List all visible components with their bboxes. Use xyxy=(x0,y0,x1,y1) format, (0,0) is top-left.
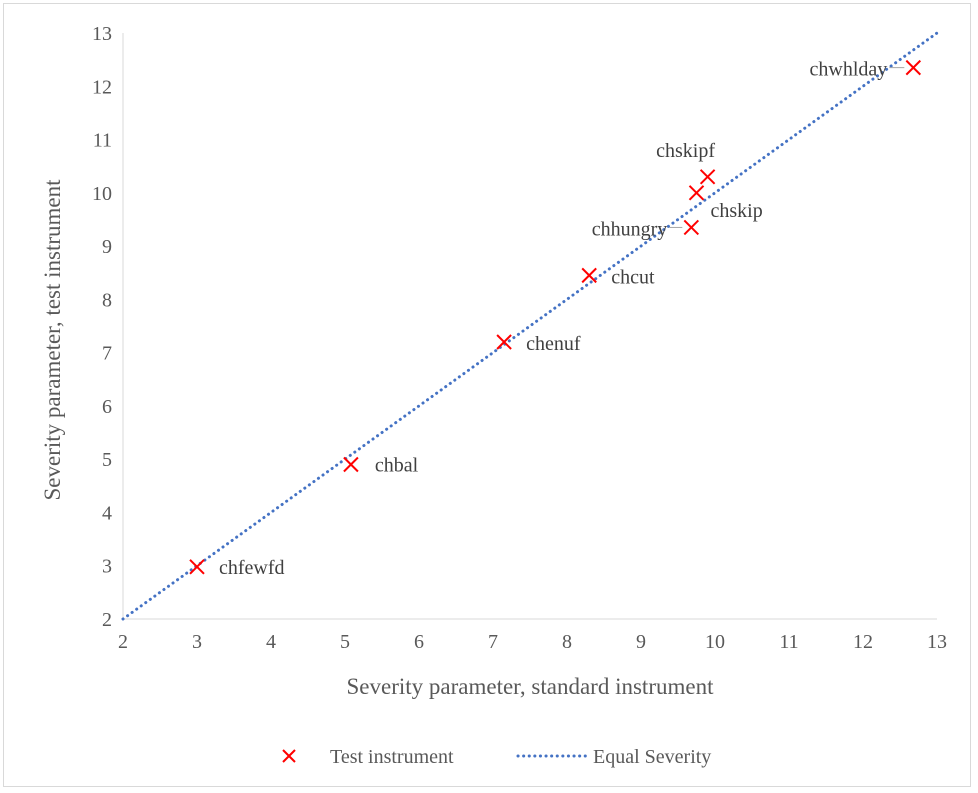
y-tick-label: 8 xyxy=(102,289,112,311)
point-label: chcut xyxy=(611,266,655,288)
x-tick-label: 3 xyxy=(192,631,202,653)
point-marker xyxy=(684,220,698,234)
point-marker xyxy=(701,170,715,184)
y-tick-label: 10 xyxy=(92,183,112,205)
equal-severity-line xyxy=(123,33,937,619)
y-tick-label: 7 xyxy=(102,343,112,365)
y-tick-label: 2 xyxy=(102,609,112,631)
point-marker xyxy=(582,268,596,282)
point-label: chskipf xyxy=(656,140,715,162)
point-labels: chfewfd chbal chenuf chcut chhungry chskip chs… xyxy=(219,59,904,579)
x-tick-label: 10 xyxy=(705,631,725,653)
point-label: chbal xyxy=(375,455,419,477)
y-tick-label: 12 xyxy=(92,76,112,98)
point-label: chwhlday xyxy=(810,59,888,81)
x-axis-title: Severity parameter, standard instrument xyxy=(347,674,715,699)
point-label: chskip xyxy=(711,200,763,222)
point-marker xyxy=(344,458,358,472)
x-tick-label: 6 xyxy=(414,631,424,653)
point-label: chhungry xyxy=(592,218,668,240)
point-marker xyxy=(190,560,204,574)
x-tick-label: 4 xyxy=(266,631,276,653)
x-tick-label: 9 xyxy=(636,631,646,653)
point-marker xyxy=(906,61,920,75)
y-tick-label: 13 xyxy=(92,23,112,45)
equal-severity-series xyxy=(123,33,937,619)
y-tick-label: 6 xyxy=(102,396,112,418)
test-instrument-series xyxy=(190,61,920,574)
y-tick-label: 4 xyxy=(102,502,112,524)
y-tick-label: 9 xyxy=(102,236,112,258)
legend: Test instrument Equal Severity xyxy=(283,746,711,768)
legend-equal-severity-label: Equal Severity xyxy=(593,746,711,768)
x-tick-label: 13 xyxy=(927,631,947,653)
legend-test-instrument-label: Test instrument xyxy=(330,746,454,768)
x-tick-label: 8 xyxy=(562,631,572,653)
y-tick-label: 11 xyxy=(93,130,112,152)
y-axis-title: Severity parameter, test instrument xyxy=(40,179,65,501)
x-tick-label: 11 xyxy=(779,631,798,653)
legend-test-instrument-marker xyxy=(283,750,295,762)
point-label: chenuf xyxy=(526,333,581,355)
x-tick-label: 12 xyxy=(853,631,873,653)
point-marker xyxy=(690,186,704,200)
x-tick-label: 2 xyxy=(118,631,128,653)
point-label: chfewfd xyxy=(219,557,285,579)
y-tick-label: 3 xyxy=(102,556,112,578)
x-tick-label: 5 xyxy=(340,631,350,653)
y-tick-label: 5 xyxy=(102,449,112,471)
x-tick-label: 7 xyxy=(488,631,498,653)
